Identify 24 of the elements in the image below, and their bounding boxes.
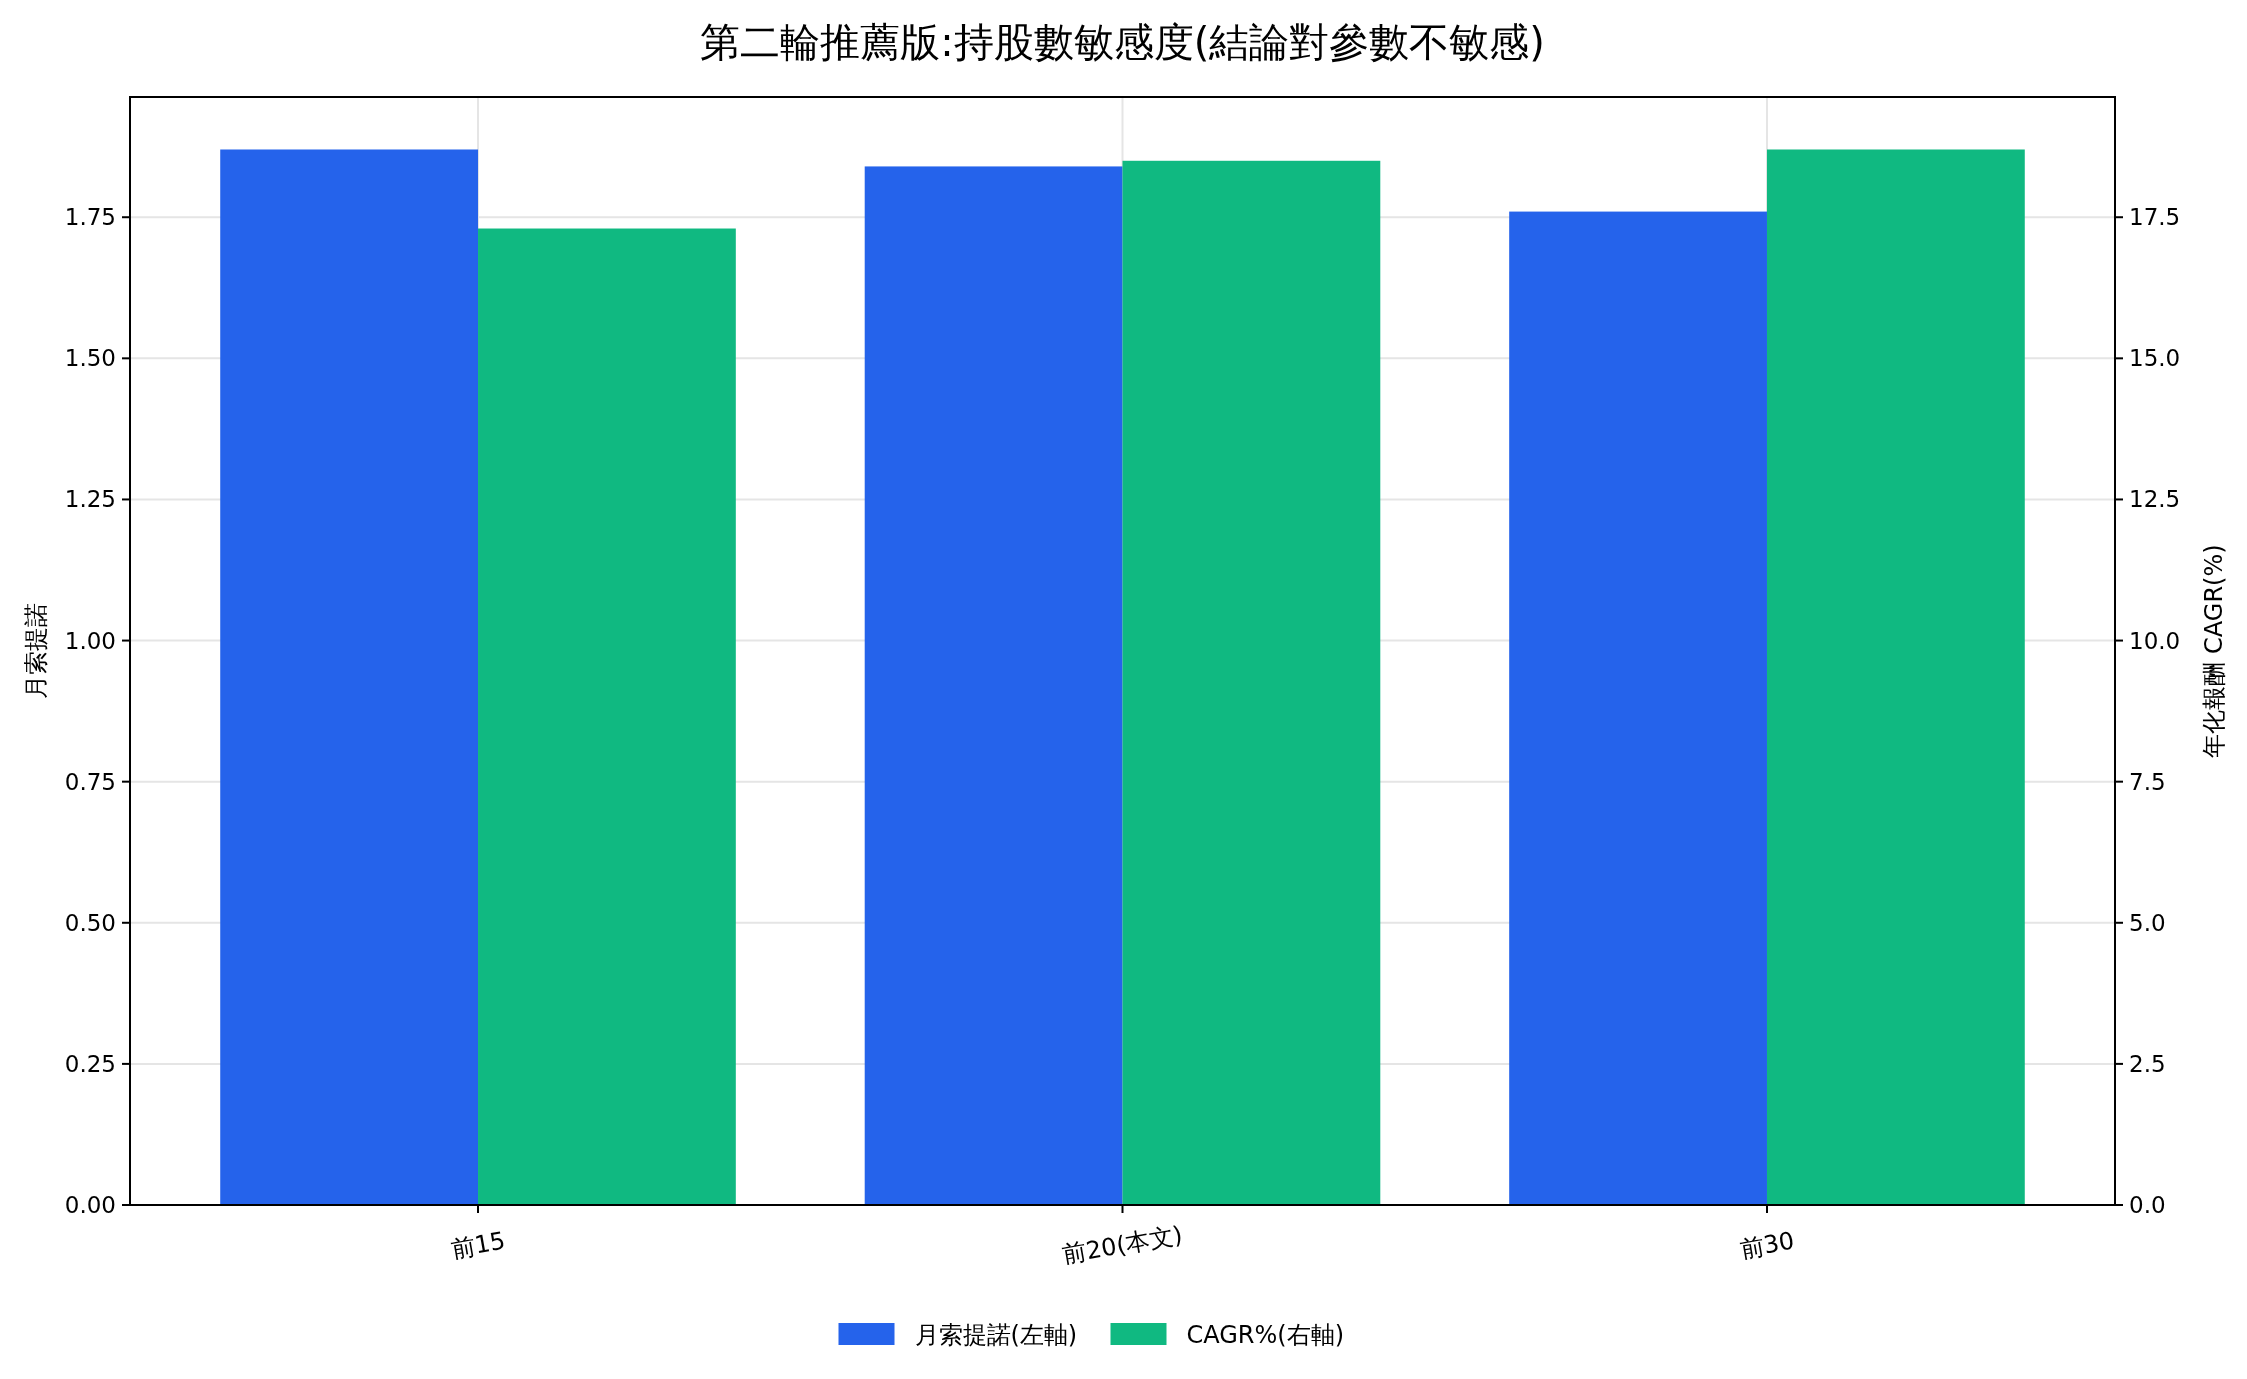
y-tick-label: 0.50 [64, 909, 116, 936]
y2-tick-label: 5.0 [2129, 909, 2166, 936]
y-axis-title: 月索提諾 [22, 603, 50, 699]
y-tick-label: 0.25 [64, 1050, 116, 1077]
y2-axis-title: 年化報酬 CAGR(%) [2200, 544, 2228, 758]
y2-tick-label: 15.0 [2129, 345, 2181, 372]
y-tick-label: 1.50 [64, 345, 116, 372]
y-tick-label: 1.00 [64, 627, 116, 654]
legend-label: CAGR%(右軸) [1186, 1321, 1345, 1349]
x-tick-label: 前15 [448, 1226, 508, 1264]
y2-tick-label: 12.5 [2129, 486, 2181, 513]
y2-tick-label: 2.5 [2129, 1050, 2166, 1077]
y-tick-label: 1.75 [64, 204, 116, 231]
legend-label: 月索提諾(左軸) [914, 1321, 1078, 1349]
y2-tick-label: 17.5 [2129, 204, 2181, 231]
y-tick-label: 1.25 [64, 486, 116, 513]
y-tick-label: 0.75 [64, 768, 116, 795]
x-tick-label: 前30 [1737, 1226, 1797, 1264]
y2-tick-label: 0.0 [2129, 1192, 2166, 1218]
y-tick-label: 0.00 [64, 1192, 116, 1218]
y2-tick-label: 7.5 [2129, 768, 2166, 795]
chart-title: 第二輪推薦版:持股數敏感度(結論對參數不敏感) [700, 19, 1545, 65]
y2-tick-label: 10.0 [2129, 627, 2181, 654]
x-tick-label: 前20(本文) [1060, 1220, 1185, 1270]
